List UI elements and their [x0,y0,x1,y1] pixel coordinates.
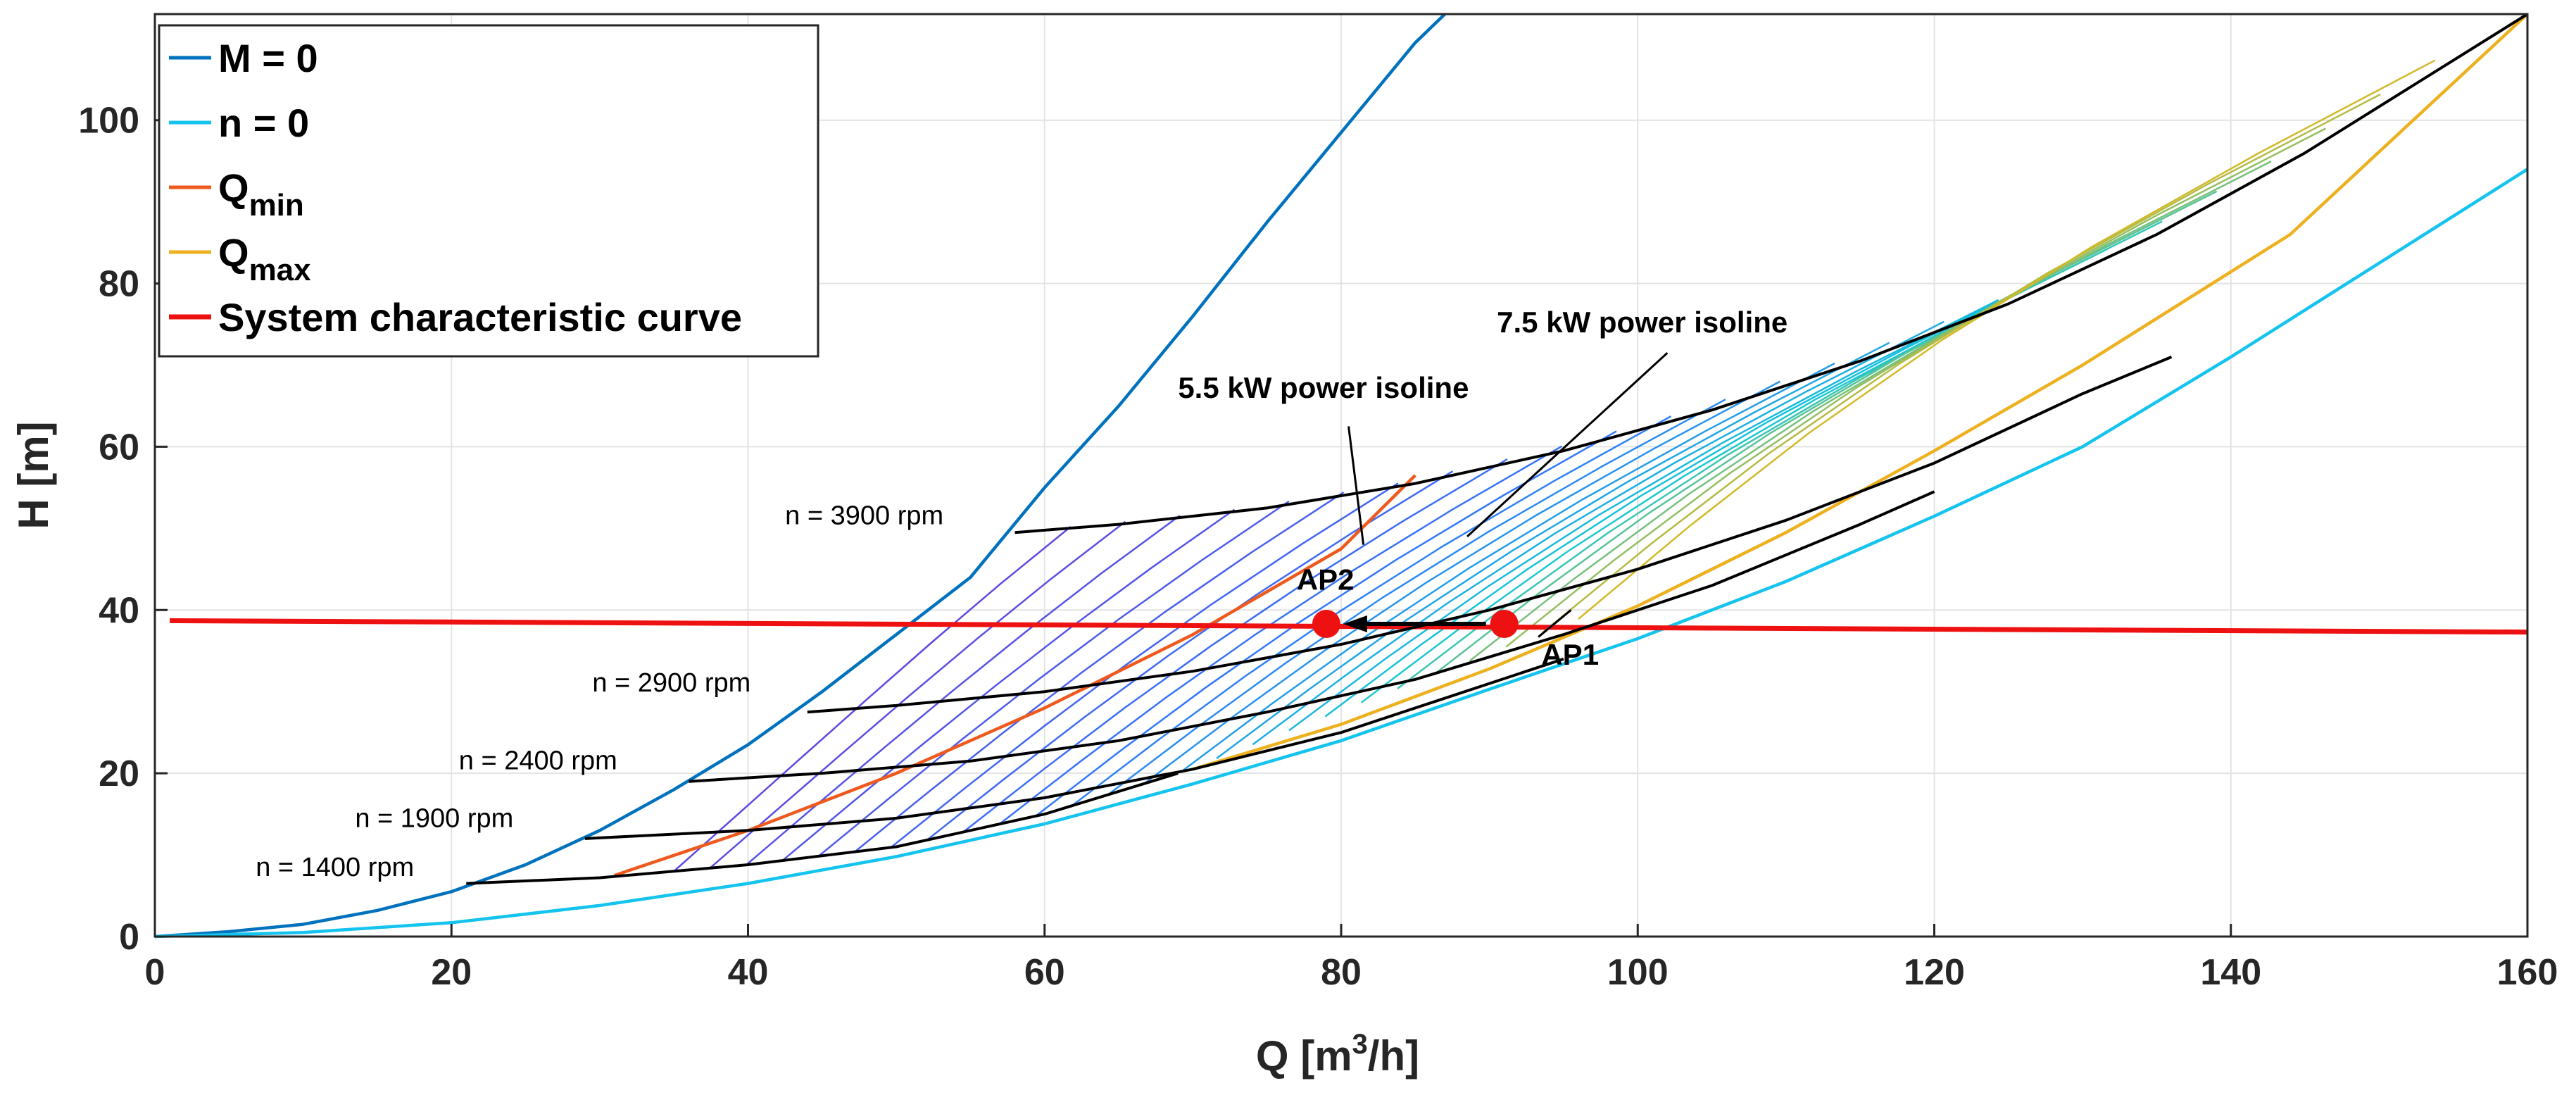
power-isoline [1469,160,2272,662]
legend-label-main: Q [218,165,249,210]
series-line-n-3900-rpm [1014,13,2529,534]
legend-label-subscript: max [249,253,312,287]
y-tick-label: 60 [99,427,139,468]
power-isoline [1288,299,1999,732]
speed-label: n = 1400 rpm [256,853,414,882]
x-tick-label: 160 [2497,952,2558,993]
power-isoline [854,492,1345,853]
legend-label-main: Q [218,230,249,275]
x-tick-label: 20 [431,952,472,993]
series-line-n-2900-rpm [807,356,2173,714]
series-line-qmax [1192,13,2529,771]
axis-ticks: 0 20 40 60 80 100 120 140 160 0 20 40 60 80 100 [78,101,2558,993]
speed-label: n = 1900 rpm [355,804,513,834]
operating-point-ap1 [1490,609,1519,638]
power-isoline [926,470,1454,841]
x-tick-label: 60 [1024,952,1065,993]
annotation-leader [1466,352,1669,538]
annotation-leader [1347,426,1365,545]
chart-labels: n = 3900 rpm n = 2900 rpm n = 2400 rpm n = … [256,306,1788,882]
legend-label-main: System characteristic curve [218,295,742,339]
power-isoline [1541,93,2381,634]
legend-label: System characteristic curve [218,295,742,339]
ap1-leader [1538,609,1572,638]
power-isoline [818,500,1290,857]
operating-point-ap2 [1312,609,1340,638]
annotation-ap1: AP1 [1541,638,1599,671]
legend-label: n = 0 [218,101,309,145]
y-tick-label: 100 [78,101,139,142]
annotation-5-5-kw-power-isoline: 5.5 kW power isoline [1178,371,1469,404]
power-isoline [1035,430,1617,817]
power-isoline [1216,342,1890,760]
x-axis-title-main: Q [m [1256,1032,1352,1080]
legend-label: M = 0 [218,36,318,80]
series-line-n-1900-rpm [584,657,1564,840]
y-tick-label: 80 [99,264,139,305]
power-isoline [709,520,1126,869]
series-line-n-0 [154,168,2529,939]
x-tick-label: 120 [1904,952,1965,993]
power-isoline [998,445,1563,825]
x-tick-label: 100 [1607,952,1669,993]
x-tick-label: 140 [2200,952,2261,993]
data-curves [154,13,2529,939]
legend-box [158,24,819,358]
legend-label: Qmax [218,230,311,287]
power-isoline [1071,415,1672,807]
legend-label-main: M = 0 [218,36,318,80]
legend-label-subscript: min [249,188,304,223]
x-tick-label: 0 [145,952,165,993]
power-isoline [962,458,1508,833]
y-axis-title: H [m] [10,421,57,529]
y-tick-label: 0 [119,917,139,958]
series-line-m-0 [154,13,1446,939]
legend-label: Qmin [218,165,304,223]
series-line-n-2400-rpm [689,490,1935,783]
legend-label-main: n = 0 [218,101,309,145]
power-isoline [673,525,1072,872]
power-isoline [1505,127,2327,648]
series-line-n-1400-rpm [466,772,1179,885]
x-tick-label: 80 [1321,952,1362,993]
speed-label: n = 2400 rpm [459,746,617,775]
power-isoline [890,482,1399,849]
power-isoline [1143,380,1781,784]
power-isoline [1578,59,2436,620]
speed-label: n = 2900 rpm [592,668,750,698]
y-tick-label: 20 [99,753,139,794]
y-tick-label: 40 [99,590,139,631]
x-axis-title-superscript: 3 [1352,1029,1368,1060]
power-isoline [1252,320,1944,746]
speed-label: n = 3900 rpm [785,501,943,531]
arrow-head [1343,615,1367,632]
series-line-system-characteristic-curve [170,618,2528,635]
annotation-7-5-kw-power-isoline: 7.5 kW power isoline [1497,306,1788,339]
annotation-ap2: AP2 [1297,563,1355,596]
power-isoline [1179,362,1835,773]
x-axis-title-tail: /h] [1368,1032,1419,1080]
power-isoline [746,515,1181,866]
power-isoline [781,508,1236,862]
power-isoline [1324,273,2054,718]
power-isoline [1107,399,1726,796]
x-axis-title: Q [m3/h] [1256,1029,1419,1080]
x-tick-label: 40 [728,952,769,993]
